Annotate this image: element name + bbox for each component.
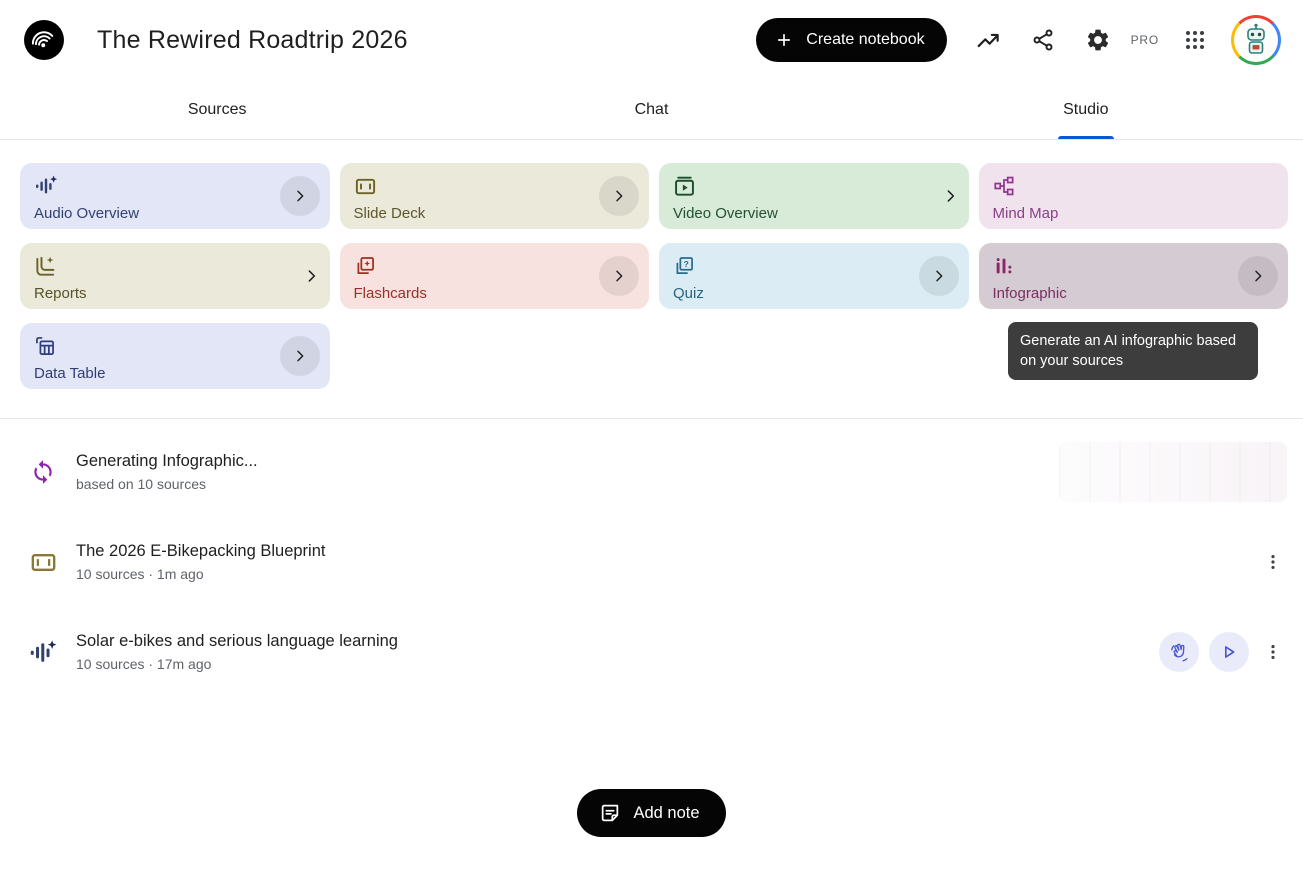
analytics-button[interactable] [969, 21, 1007, 59]
loading-skeleton [1059, 442, 1287, 502]
play-icon [1224, 646, 1235, 658]
artifact-subtitle: based on 10 sources [76, 476, 206, 492]
tool-label: Audio Overview [34, 205, 140, 222]
tool-label: Reports [34, 285, 87, 302]
studio-tools-grid: Audio Overview Slide Deck Video Overview [0, 140, 1303, 389]
notebook-title[interactable]: The Rewired Roadtrip 2026 [97, 25, 408, 54]
tool-card-slide-deck[interactable]: Slide Deck [339, 163, 649, 229]
audio-waveform-icon [34, 174, 316, 198]
artifact-title: Solar e-bikes and serious language learn… [76, 632, 398, 650]
tab-sources[interactable]: Sources [0, 80, 434, 139]
vertical-dots-icon [1271, 645, 1275, 659]
tool-label: Mind Map [992, 205, 1059, 222]
create-notebook-label: Create notebook [806, 31, 925, 48]
artifact-list: Generating Infographic... based on 10 so… [0, 419, 1303, 682]
quiz-icon: ? [673, 254, 955, 278]
play-button[interactable] [1209, 632, 1249, 672]
tab-chat-label: Chat [634, 100, 669, 118]
chevron-right-icon[interactable] [303, 268, 320, 285]
tab-chat[interactable]: Chat [434, 80, 868, 139]
tab-studio[interactable]: Studio [869, 80, 1303, 139]
chevron-right-icon[interactable] [599, 176, 639, 216]
tool-label: Slide Deck [353, 205, 426, 222]
sync-icon [28, 459, 58, 485]
interactive-mode-button[interactable] [1159, 632, 1199, 672]
tab-bar: Sources Chat Studio [0, 80, 1303, 140]
tool-card-reports[interactable]: Reports [20, 243, 330, 309]
tool-card-infographic[interactable]: Infographic [978, 243, 1288, 309]
reports-icon [34, 254, 316, 278]
create-notebook-button[interactable]: Create notebook [756, 18, 947, 62]
app-header: The Rewired Roadtrip 2026 Create noteboo… [0, 0, 1303, 80]
audio-waveform-icon [28, 638, 58, 666]
tool-card-quiz[interactable]: ? Quiz [659, 243, 969, 309]
artifact-row-generating-infographic[interactable]: Generating Infographic... based on 10 so… [20, 442, 1287, 502]
notebooklm-logo-icon[interactable] [24, 20, 64, 60]
vertical-dots-icon [1271, 555, 1275, 569]
add-note-label: Add note [633, 803, 700, 822]
robot-avatar-icon [1247, 23, 1265, 54]
pro-badge: PRO [1130, 33, 1159, 47]
chevron-right-icon[interactable] [918, 256, 959, 296]
tool-card-flashcards[interactable]: Flashcards [339, 243, 649, 309]
tool-card-mind-map[interactable]: Mind Map [978, 163, 1288, 229]
tool-card-audio-overview[interactable]: Audio Overview [20, 163, 330, 229]
tool-card-data-table[interactable]: Data Table [20, 323, 330, 389]
section-divider [0, 418, 1303, 419]
settings-button[interactable] [1079, 21, 1117, 59]
chevron-right-icon[interactable] [599, 256, 639, 296]
gear-icon [1087, 29, 1108, 51]
data-table-icon [34, 334, 316, 358]
artifact-subtitle: 10 sources · 17m ago [76, 656, 212, 672]
tab-studio-label: Studio [1063, 100, 1109, 118]
artifact-subtitle: 10 sources · 1m ago [76, 566, 204, 582]
svg-text:?: ? [684, 259, 689, 269]
tool-label: Infographic [992, 285, 1067, 302]
google-apps-button[interactable] [1177, 22, 1213, 58]
waving-hand-icon [1171, 643, 1188, 662]
chevron-right-icon[interactable] [279, 176, 320, 216]
tool-card-video-overview[interactable]: Video Overview [659, 163, 969, 229]
tool-label: Data Table [34, 365, 106, 382]
trending-up-icon [977, 33, 999, 48]
slide-deck-icon [354, 174, 636, 198]
more-options-button[interactable] [1259, 632, 1287, 672]
note-icon [599, 802, 621, 824]
infographic-icon [993, 254, 1275, 278]
chevron-right-icon[interactable] [1238, 256, 1278, 296]
artifact-title: The 2026 E-Bikepacking Blueprint [76, 542, 326, 560]
apps-grid-icon [1186, 31, 1204, 49]
more-options-button[interactable] [1259, 542, 1287, 582]
user-avatar[interactable] [1231, 15, 1281, 65]
tool-label: Quiz [673, 285, 704, 302]
chevron-right-icon[interactable] [279, 336, 320, 376]
share-icon [1033, 29, 1053, 51]
plus-icon [774, 30, 794, 50]
slide-deck-icon [28, 549, 58, 576]
chevron-right-icon[interactable] [942, 188, 959, 205]
artifact-row-audio-overview[interactable]: Solar e-bikes and serious language learn… [20, 622, 1287, 682]
add-note-button[interactable]: Add note [577, 789, 726, 837]
tool-label: Flashcards [353, 285, 427, 302]
active-tab-underline [1057, 136, 1114, 139]
artifact-row-slide-deck[interactable]: The 2026 E-Bikepacking Blueprint 10 sour… [20, 532, 1287, 592]
flashcards-icon [354, 254, 636, 278]
mind-map-icon [993, 174, 1275, 198]
share-button[interactable] [1025, 22, 1061, 58]
tab-sources-label: Sources [187, 100, 247, 118]
infographic-tooltip: Generate an AI infographic based on your… [1008, 322, 1258, 380]
artifact-title: Generating Infographic... [76, 452, 258, 470]
video-icon [673, 174, 955, 198]
tool-label: Video Overview [673, 205, 778, 222]
